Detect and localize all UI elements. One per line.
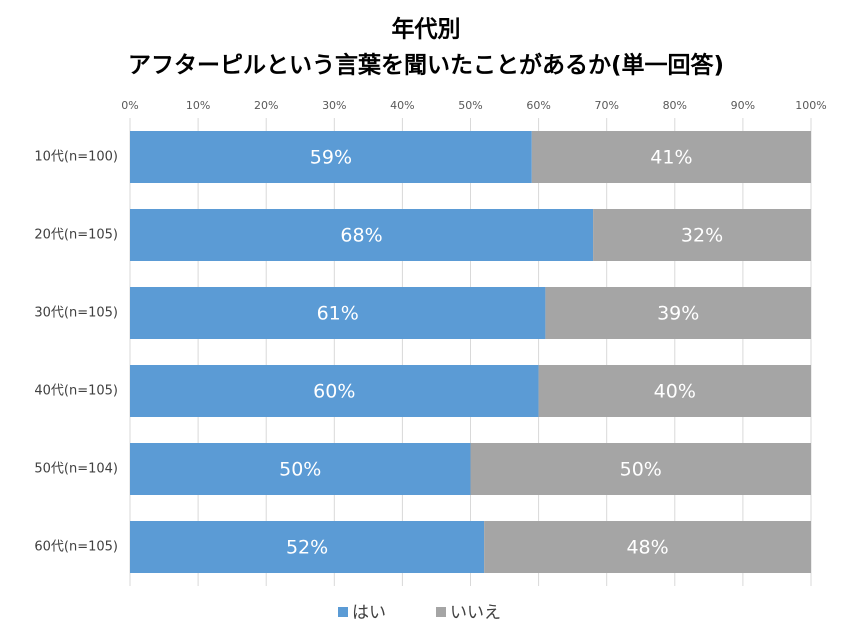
- bar-segment: [531, 131, 811, 183]
- y-tick-label: 30代(n=105): [34, 306, 118, 321]
- value-label: 50%: [279, 459, 321, 481]
- value-label: 59%: [310, 147, 352, 169]
- y-tick-label: 50代(n=104): [34, 462, 118, 477]
- value-label: 32%: [681, 225, 723, 247]
- value-label: 50%: [620, 459, 662, 481]
- y-tick-label: 60代(n=105): [34, 540, 118, 555]
- value-label: 48%: [626, 537, 668, 559]
- bar-segment: [484, 521, 811, 573]
- legend-swatch: [338, 607, 348, 617]
- x-tick-label: 60%: [526, 99, 550, 112]
- x-tick-label: 0%: [121, 99, 138, 112]
- y-tick-label: 40代(n=105): [34, 384, 118, 399]
- x-tick-label: 30%: [322, 99, 346, 112]
- x-tick-label: 70%: [594, 99, 618, 112]
- x-tick-label: 100%: [795, 99, 826, 112]
- legend-label: はい: [352, 603, 386, 623]
- value-label: 40%: [654, 381, 696, 403]
- chart-title: アフターピルという言葉を聞いたことがあるか(単一回答): [128, 52, 724, 79]
- bar-segment: [538, 365, 811, 417]
- y-tick-label: 20代(n=105): [34, 228, 118, 243]
- x-tick-label: 80%: [663, 99, 687, 112]
- value-label: 68%: [340, 225, 382, 247]
- x-tick-label: 20%: [254, 99, 278, 112]
- bar-segment: [130, 209, 594, 261]
- x-tick-label: 10%: [186, 99, 210, 112]
- value-label: 39%: [657, 303, 699, 325]
- value-label: 60%: [313, 381, 355, 403]
- bar-segment: [130, 287, 546, 339]
- bar-segment: [130, 131, 532, 183]
- legend-swatch: [436, 607, 446, 617]
- bar-segment: [545, 287, 811, 339]
- x-tick-label: 50%: [458, 99, 482, 112]
- legend-label: いいえ: [450, 603, 501, 623]
- x-tick-label: 40%: [390, 99, 414, 112]
- bar-segment: [470, 443, 811, 495]
- bar-segment: [593, 209, 811, 261]
- value-label: 52%: [286, 537, 328, 559]
- y-tick-label: 10代(n=100): [34, 150, 118, 165]
- x-tick-label: 90%: [731, 99, 755, 112]
- chart-title: 年代別: [392, 16, 461, 43]
- bar-segment: [130, 521, 485, 573]
- value-label: 61%: [317, 303, 359, 325]
- value-label: 41%: [650, 147, 692, 169]
- bar-segment: [130, 443, 471, 495]
- bar-segment: [130, 365, 539, 417]
